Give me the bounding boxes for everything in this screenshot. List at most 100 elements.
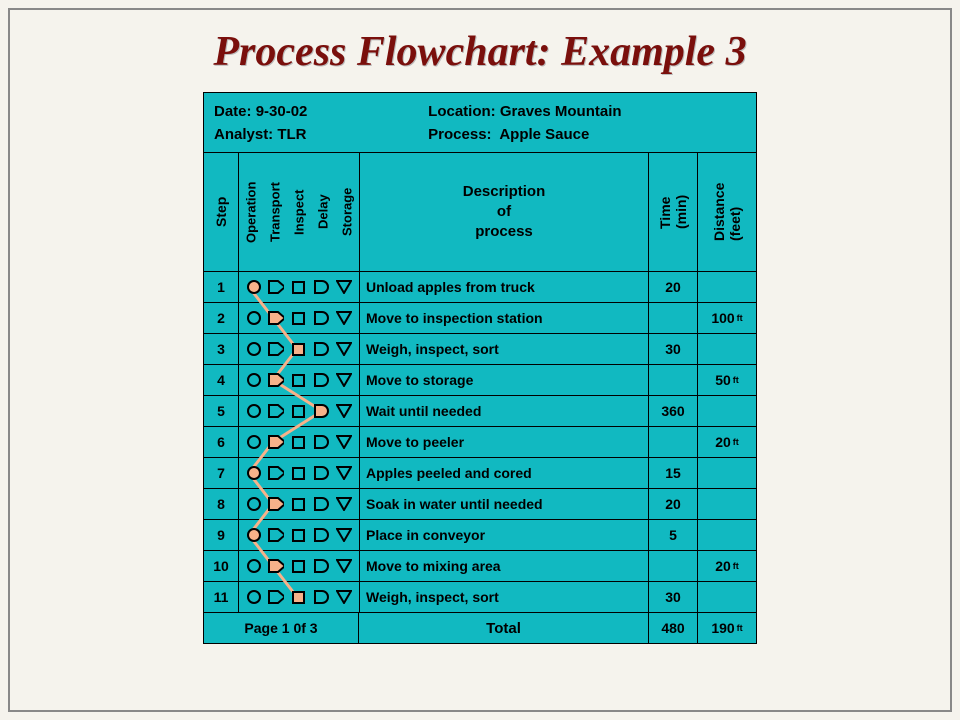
transport-icon — [268, 372, 284, 388]
storage-icon — [336, 310, 352, 326]
description-cell: Unload apples from truck — [360, 272, 649, 302]
storage-icon — [336, 341, 352, 357]
delay-icon — [314, 527, 330, 543]
chart-header: Date: 9-30-02 Location: Graves Mountain … — [204, 93, 756, 153]
delay-icon — [314, 372, 330, 388]
analyst-value: TLR — [277, 126, 306, 143]
delay-icon — [314, 589, 330, 605]
storage-icon — [336, 403, 352, 419]
time-cell: 20 — [649, 272, 698, 302]
table-row: 7 Apples peeled and cored15 — [204, 458, 756, 489]
inspect-icon — [291, 465, 307, 481]
time-cell: 15 — [649, 458, 698, 488]
delay-icon — [314, 279, 330, 295]
step-number: 8 — [204, 489, 239, 519]
time-cell: 5 — [649, 520, 698, 550]
distance-cell: 50ft — [698, 365, 756, 395]
description-cell: Move to peeler — [360, 427, 649, 457]
symbol-cell — [239, 272, 360, 302]
operation-icon — [246, 558, 262, 574]
time-cell: 360 — [649, 396, 698, 426]
delay-icon — [314, 434, 330, 450]
symbol-cell — [239, 427, 360, 457]
table-row: 5 Wait until needed360 — [204, 396, 756, 427]
distance-cell — [698, 582, 756, 612]
page-title: Process Flowchart: Example 3 — [10, 28, 950, 76]
transport-icon — [268, 589, 284, 605]
storage-icon — [336, 558, 352, 574]
column-headers: Step Operation Transport Inspect Delay S… — [204, 153, 756, 272]
operation-icon — [246, 465, 262, 481]
step-number: 3 — [204, 334, 239, 364]
time-cell: 30 — [649, 334, 698, 364]
total-label: Total — [359, 613, 649, 643]
col-inspect: Inspect — [287, 153, 311, 271]
col-description: Description of process — [463, 182, 546, 243]
description-cell: Weigh, inspect, sort — [360, 582, 649, 612]
description-cell: Weigh, inspect, sort — [360, 334, 649, 364]
step-number: 5 — [204, 396, 239, 426]
table-row: 6 Move to peeler 20ft — [204, 427, 756, 458]
symbol-cell — [239, 458, 360, 488]
time-cell — [649, 427, 698, 457]
step-number: 4 — [204, 365, 239, 395]
storage-icon — [336, 434, 352, 450]
table-row: 8Soak in water until needed20 — [204, 489, 756, 520]
table-row: 2Move to inspection station100ft — [204, 303, 756, 334]
total-distance: 190ft — [698, 613, 756, 643]
distance-cell: 100ft — [698, 303, 756, 333]
inspect-icon — [291, 372, 307, 388]
transport-icon — [268, 403, 284, 419]
transport-icon — [268, 341, 284, 357]
step-number: 10 — [204, 551, 239, 581]
time-cell — [649, 551, 698, 581]
step-number: 11 — [204, 582, 239, 612]
time-cell — [649, 365, 698, 395]
step-number: 1 — [204, 272, 239, 302]
storage-icon — [336, 496, 352, 512]
storage-icon — [336, 279, 352, 295]
date-value: 9-30-02 — [256, 103, 308, 120]
description-cell: Wait until needed — [360, 396, 649, 426]
step-number: 7 — [204, 458, 239, 488]
distance-cell — [698, 334, 756, 364]
transport-icon — [268, 527, 284, 543]
delay-icon — [314, 496, 330, 512]
transport-icon — [268, 434, 284, 450]
symbol-cell — [239, 520, 360, 550]
operation-icon — [246, 341, 262, 357]
col-storage: Storage — [335, 153, 359, 271]
distance-cell: 20ft — [698, 427, 756, 457]
operation-icon — [246, 372, 262, 388]
operation-icon — [246, 589, 262, 605]
col-distance: Distance (feet) — [698, 153, 756, 271]
delay-icon — [314, 341, 330, 357]
symbol-cell — [239, 396, 360, 426]
inspect-icon — [291, 527, 307, 543]
inspect-icon — [291, 310, 307, 326]
total-time: 480 — [649, 613, 698, 643]
distance-cell — [698, 272, 756, 302]
col-time: Time (min) — [649, 153, 697, 271]
symbol-cell — [239, 489, 360, 519]
footer-row: Page 1 0f 3 Total 480 190ft — [204, 613, 756, 643]
col-transport: Transport — [263, 153, 287, 271]
description-cell: Move to mixing area — [360, 551, 649, 581]
operation-icon — [246, 279, 262, 295]
step-number: 2 — [204, 303, 239, 333]
distance-cell — [698, 396, 756, 426]
distance-cell: 20ft — [698, 551, 756, 581]
location-value: Graves Mountain — [500, 103, 622, 120]
analyst-label: Analyst: — [214, 126, 273, 143]
step-number: 6 — [204, 427, 239, 457]
description-cell: Place in conveyor — [360, 520, 649, 550]
table-row: 3 Weigh, inspect, sort30 — [204, 334, 756, 365]
table-row: 1 Unload apples from truck20 — [204, 272, 756, 303]
data-rows: 1 Unload apples from truck202Move to insp… — [204, 272, 756, 613]
inspect-icon — [291, 279, 307, 295]
process-label: Process: — [428, 126, 491, 143]
date-label: Date: — [214, 103, 252, 120]
description-cell: Apples peeled and cored — [360, 458, 649, 488]
time-cell — [649, 303, 698, 333]
distance-cell — [698, 458, 756, 488]
